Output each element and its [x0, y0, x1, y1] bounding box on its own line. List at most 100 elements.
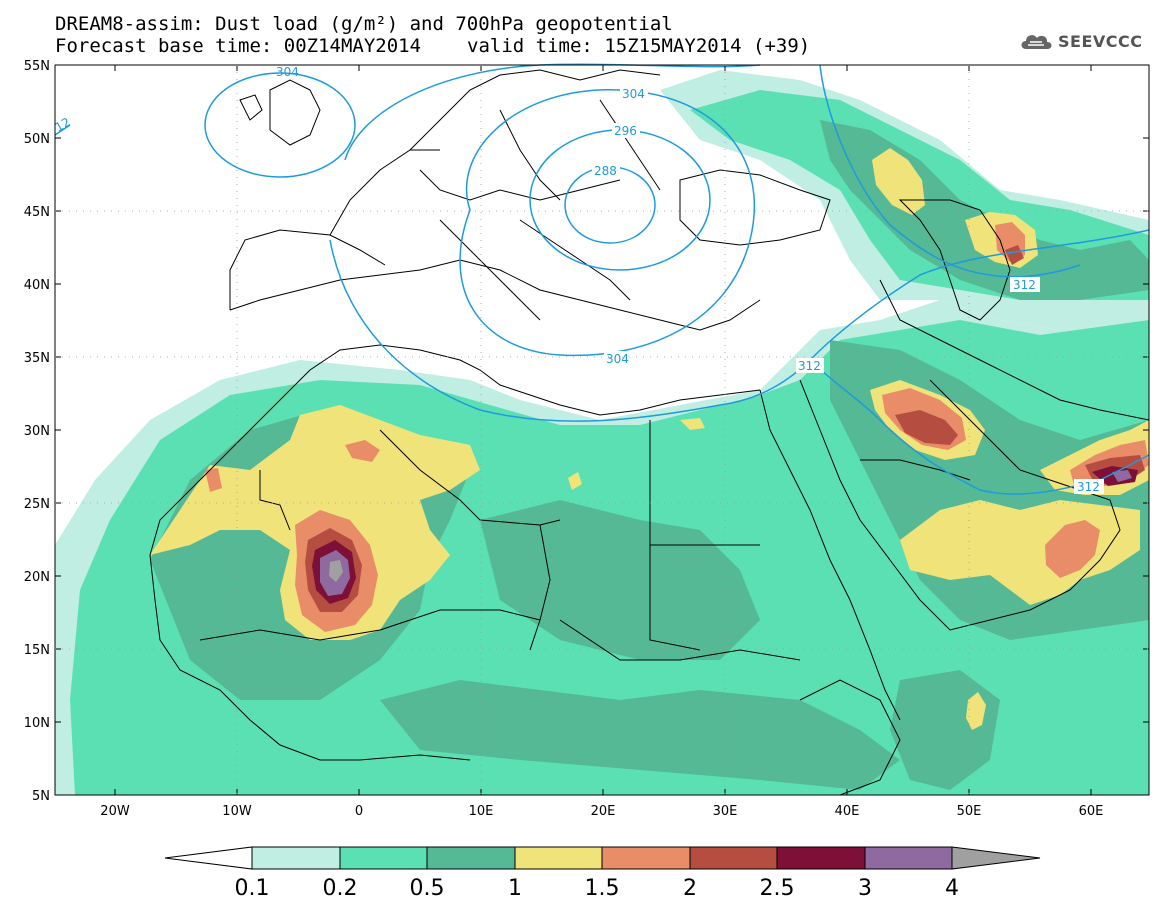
colorbar-labels: 0.1 0.2 0.5 1 1.5 2 2.5 3 4	[235, 876, 960, 901]
lon-label: 20E	[591, 804, 616, 819]
colorbar-tick-label: 0.2	[323, 876, 358, 901]
coastline-africa-north	[149, 344, 761, 556]
coastline-arabia	[799, 379, 1121, 631]
dust-level-0.5-sahel	[380, 680, 900, 790]
dust-level-3-gulf	[1112, 470, 1132, 482]
colorbar-tick-label: 1	[508, 876, 522, 901]
colorbar-bin	[514, 846, 603, 870]
dust-level-0.5-sahara	[480, 500, 760, 660]
lat-label: 45N	[24, 205, 50, 220]
colorbar-bin	[339, 846, 428, 870]
lon-labels: 20W 10W 0 10E 20E 30E 40E 50E 60E	[100, 804, 1103, 819]
contour-label: 304	[276, 65, 299, 79]
colorbar-tick-label: 2	[683, 876, 697, 901]
lon-label: 60E	[1079, 804, 1104, 819]
colorbar-bin	[864, 846, 953, 870]
coastline-france	[329, 149, 440, 236]
lat-label: 15N	[24, 643, 50, 658]
border-east-africa	[799, 679, 901, 796]
map-title: DREAM8-assim: Dust load (g/m²) and 700hP…	[55, 13, 673, 35]
lon-label: 0	[355, 804, 363, 819]
lat-label: 20N	[24, 570, 50, 585]
colorbar-bin	[601, 846, 691, 870]
dust-level-1-libya	[568, 472, 582, 490]
contour-304-uk	[204, 72, 356, 178]
seevccc-logo: SEEVCCC	[1018, 28, 1143, 54]
dust-level-4-mali	[329, 560, 343, 582]
contour-312-red-sea	[809, 359, 1150, 495]
colorbar-bin	[251, 846, 341, 870]
forecast-times: Forecast base time: 00Z14MAY2014 valid ti…	[55, 36, 810, 56]
colorbar-bin	[689, 846, 778, 870]
dust-level-1.5-mauritania	[205, 468, 222, 492]
lon-label: 50E	[957, 804, 982, 819]
contour-labels: 288 296 304 304 312 312 312 12 304	[53, 65, 1104, 494]
contour-304-europe	[459, 89, 755, 357]
coastline-red-sea	[759, 389, 901, 721]
coastline-caspian	[898, 199, 1011, 321]
logo-text: SEEVCCC	[1058, 31, 1143, 51]
lat-label: 10N	[24, 716, 50, 731]
colorbar-tick-label: 1.5	[585, 876, 620, 901]
lat-label: 5N	[32, 789, 50, 804]
valid-time: valid time: 15Z15MAY2014 (+39)	[467, 35, 811, 57]
lon-label: 20W	[100, 804, 130, 819]
lat-label: 30N	[24, 424, 50, 439]
border-europe-1	[419, 169, 621, 201]
contour-label: 312	[798, 359, 821, 373]
border-sahara-2	[379, 429, 561, 526]
contour-label: 288	[594, 164, 617, 178]
lat-label: 35N	[24, 351, 50, 366]
dust-level-1-caspian-north	[872, 148, 925, 215]
lon-label: 30E	[713, 804, 738, 819]
lat-label: 40N	[24, 278, 50, 293]
lat-label: 50N	[24, 132, 50, 147]
lat-label: 55N	[24, 59, 50, 74]
coastline-italy	[439, 219, 541, 321]
border-sahara-1	[259, 470, 291, 531]
geopotential-contours	[54, 63, 1150, 495]
colorbar-tick-label: 0.5	[410, 876, 445, 901]
border-sahara-3	[529, 524, 551, 651]
cloud-logo-icon	[1021, 35, 1052, 49]
border-europe-3	[599, 99, 661, 191]
dust-level-2-caspian	[1005, 245, 1024, 265]
coastline-black-sea	[679, 169, 831, 246]
contour-label: 304	[606, 352, 629, 366]
coastline-africa-west	[149, 554, 471, 761]
lat-label: 25N	[24, 497, 50, 512]
border-iran	[879, 279, 1150, 421]
coastline-north-europe	[409, 69, 661, 151]
contour-label: 12	[53, 115, 73, 135]
contour-label: 304	[622, 87, 645, 101]
colorbar-tick-label: 4	[945, 876, 959, 901]
graticule	[55, 65, 1149, 795]
contour-label: 312	[1013, 278, 1036, 292]
contour-label: 296	[614, 124, 637, 138]
coastline-ireland	[239, 94, 263, 121]
dust-level-1-somalia	[966, 692, 986, 730]
border-sahara-4	[649, 420, 760, 546]
colorbar-bin	[426, 846, 516, 870]
border-arabia-1	[860, 459, 971, 481]
colorbar-over-arrow	[951, 846, 1041, 870]
lat-labels: 55N 50N 45N 40N 35N 30N 25N 20N 15N 10N …	[24, 59, 50, 804]
dust-level-1.5-algeria	[345, 440, 380, 462]
dust-level-1.5-oman	[1045, 520, 1100, 578]
contour-312-caspian	[819, 64, 1081, 278]
colorbar-tick-label: 3	[858, 876, 872, 901]
colorbar-tick-label: 0.1	[235, 876, 270, 901]
colorbar	[164, 846, 1041, 870]
border-sahara-5	[649, 545, 701, 651]
lon-label: 40E	[835, 804, 860, 819]
border-sahel-1	[199, 609, 541, 641]
coastline-uk	[269, 79, 321, 146]
lon-label: 10E	[469, 804, 494, 819]
dust-fields	[55, 70, 1149, 795]
border-sahel-2	[559, 619, 801, 661]
border-europe-2	[499, 109, 561, 201]
lon-label: 10W	[222, 804, 252, 819]
contour-12-west	[54, 124, 71, 136]
colorbar-under-arrow	[164, 846, 253, 870]
